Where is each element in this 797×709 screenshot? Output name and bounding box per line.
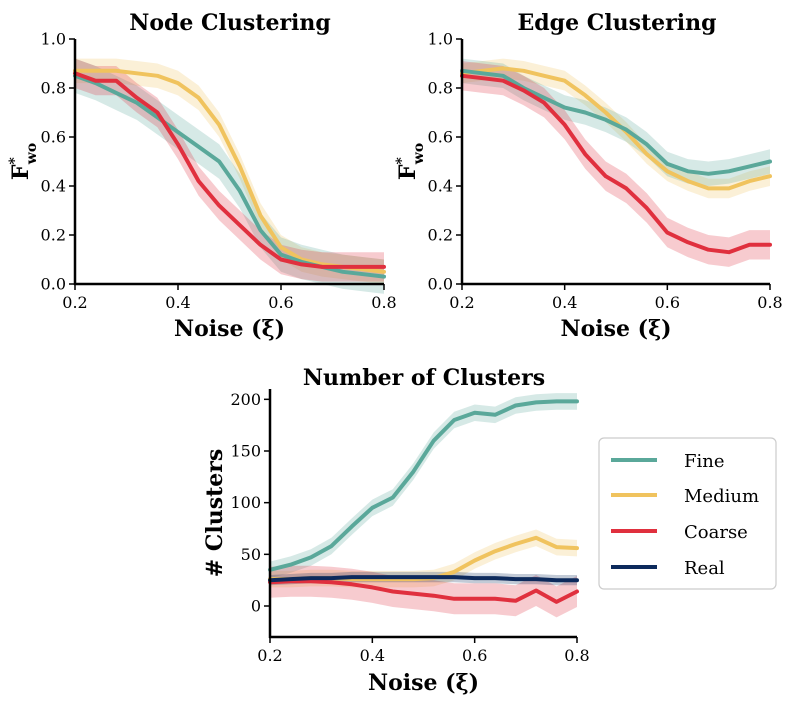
y-axis-label-main: F	[8, 164, 34, 180]
line-real	[268, 575, 579, 583]
line-coarse	[268, 579, 579, 604]
x-tick-label: 0.4	[165, 293, 190, 312]
x-tick-label: 0.8	[757, 293, 782, 312]
series-lines	[268, 399, 579, 604]
series-lines	[73, 68, 386, 279]
y-tick-label: 0.4	[41, 177, 66, 196]
y-axis-label-sub: wo	[24, 143, 40, 165]
y-tick-label: 0	[251, 597, 261, 616]
line-medium	[460, 66, 772, 191]
x-axis-label: Noise (ξ)	[368, 670, 479, 696]
y-axis-label-sup: *	[7, 157, 23, 165]
y-axis-label: F*wo	[394, 143, 427, 180]
y-tick-label: 0.6	[41, 128, 66, 147]
y-tick-label: 0.6	[428, 128, 453, 147]
line-fine	[268, 399, 579, 572]
legend-item-medium: Medium	[611, 486, 759, 507]
legend-item-real: Real	[611, 558, 725, 579]
x-tick-label: 0.4	[360, 646, 385, 665]
confidence-bands	[270, 393, 577, 618]
legend-item-fine: Fine	[611, 451, 725, 472]
y-tick-label: 0.0	[428, 275, 453, 294]
x-tick-label: 0.8	[564, 646, 589, 665]
x-tick-label: 0.2	[257, 646, 282, 665]
y-axis-label: # Clusters	[202, 449, 228, 577]
y-axis-label: F*wo	[7, 143, 40, 180]
legend-label: Coarse	[684, 522, 748, 543]
y-tick-label: 0.2	[428, 226, 453, 245]
chart-title: Edge Clustering	[518, 10, 717, 36]
band-coarse	[462, 61, 770, 267]
legend-box	[598, 437, 777, 590]
line-fine	[73, 73, 386, 279]
y-tick-label: 0.8	[41, 79, 66, 98]
x-tick-label: 0.6	[462, 646, 487, 665]
legend-label: Real	[684, 558, 725, 579]
band-medium	[270, 529, 577, 588]
y-tick-label: 0.2	[41, 226, 66, 245]
line-coarse	[460, 73, 772, 255]
y-tick-label: 0.4	[428, 177, 453, 196]
x-axis-label: Noise (ξ)	[174, 316, 285, 342]
band-medium	[462, 58, 770, 199]
line-fine	[460, 68, 772, 176]
y-tick-label: 100	[230, 493, 261, 512]
legend-label: Fine	[684, 451, 725, 472]
x-axis-label: Noise (ξ)	[560, 316, 671, 342]
legend: Fine Medium Coarse Real	[598, 437, 777, 590]
y-axis-label-main: F	[395, 164, 421, 180]
y-tick-label: 1.0	[428, 30, 453, 49]
chart-title: Number of Clusters	[303, 365, 545, 391]
y-axis-label-sup: *	[394, 157, 410, 165]
x-tick-label: 0.2	[449, 293, 474, 312]
y-tick-label: 0.0	[41, 275, 66, 294]
y-tick-label: 0.8	[428, 79, 453, 98]
x-tick-label: 0.8	[371, 293, 396, 312]
x-tick-label: 0.6	[655, 293, 680, 312]
x-tick-label: 0.2	[62, 293, 87, 312]
y-axis-label-sub: wo	[411, 143, 427, 165]
x-tick-label: 0.4	[552, 293, 577, 312]
y-tick-label: 150	[230, 442, 261, 461]
chart-clusters: Number of Clusters 0.2 0.4 0.6 0.8 0 50 100 150 2…	[202, 365, 590, 696]
legend-item-coarse: Coarse	[611, 522, 748, 543]
chart-title: Node Clustering	[129, 10, 331, 36]
x-tick-label: 0.6	[268, 293, 293, 312]
line-coarse	[73, 71, 386, 269]
y-tick-label: 50	[241, 545, 261, 564]
y-tick-label: 1.0	[41, 30, 66, 49]
y-tick-label: 200	[230, 390, 261, 409]
confidence-bands	[462, 58, 770, 267]
legend-label: Medium	[684, 486, 759, 507]
band-fine	[270, 393, 577, 579]
series-lines	[460, 66, 772, 255]
